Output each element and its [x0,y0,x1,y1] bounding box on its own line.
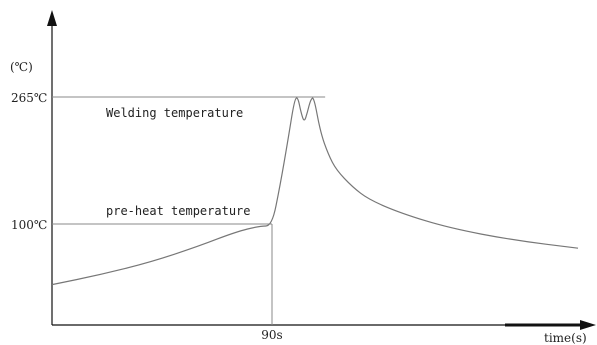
y-axis-label: (℃) [10,60,33,74]
y-tick-label-100: 100℃ [11,218,47,232]
temperature-curve [51,97,579,286]
x-tick-label-90s: 90s [261,328,282,342]
y-tick-label-265: 265℃ [11,91,47,105]
y-axis-arrow [47,10,57,26]
welding-temperature-label: Welding temperature [106,106,243,120]
preheat-temperature-label: pre-heat temperature [106,204,251,218]
x-axis-label: time(s) [544,331,587,345]
x-axis-arrow [580,320,596,330]
